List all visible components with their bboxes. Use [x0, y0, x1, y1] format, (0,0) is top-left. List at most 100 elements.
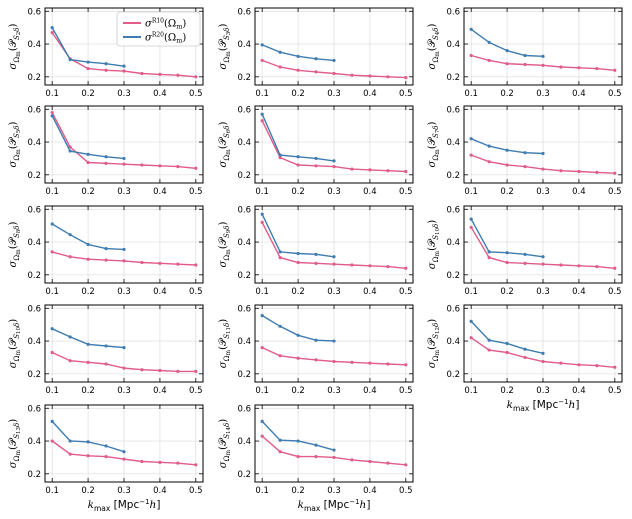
y-tick-label: 0.2 [446, 271, 460, 281]
x-tick-label: 0.4 [363, 386, 377, 396]
data-point [50, 419, 54, 423]
data-point [104, 455, 108, 459]
data-point [505, 251, 509, 255]
data-point [505, 62, 509, 66]
y-tick-label: 0.4 [446, 40, 460, 50]
data-point [469, 137, 473, 141]
data-point [122, 457, 126, 461]
data-point [86, 257, 90, 261]
data-point [278, 65, 282, 69]
x-tick-label: 0.4 [572, 386, 586, 396]
data-point [314, 252, 318, 256]
y-tick-label: 0.4 [27, 138, 41, 148]
data-point [278, 156, 282, 160]
x-tick-label: 0.4 [153, 187, 167, 197]
data-point [68, 439, 72, 443]
data-point [296, 155, 300, 159]
data-point [332, 339, 336, 343]
y-tick-label: 0.4 [446, 138, 460, 148]
data-point [314, 455, 318, 459]
data-point [523, 347, 527, 351]
data-point [541, 351, 545, 355]
data-point [541, 359, 545, 364]
data-point [68, 359, 72, 363]
subplot-1: 0.1 0.2 0.3 0.4 0.5 0.2 0.4 0.6 σΩm(𝒫S2δ) σR10(Ωm… [8, 7, 204, 99]
x-tick-label: 0.5 [189, 89, 203, 99]
data-point [260, 220, 264, 224]
data-point [176, 262, 180, 266]
x-tick-label: 0.3 [536, 89, 550, 99]
y-tick-label: 0.2 [446, 171, 460, 181]
data-point [314, 57, 318, 61]
y-tick-label: 0.2 [237, 73, 251, 83]
data-point [194, 369, 198, 373]
data-point [404, 169, 408, 174]
y-tick-label: 0.4 [27, 437, 41, 447]
data-point [487, 348, 491, 352]
data-point [158, 460, 162, 464]
data-point [595, 170, 599, 174]
data-point [469, 27, 473, 31]
data-point [50, 114, 54, 118]
x-tick-label: 0.5 [608, 386, 622, 396]
y-axis-label: σΩm(𝒫S10δ) [8, 319, 22, 368]
legend-label: σR20(Ωm) [145, 32, 186, 45]
x-tick-label: 0.5 [189, 187, 203, 197]
data-point [176, 165, 180, 169]
data-point [541, 54, 545, 58]
data-point [505, 48, 509, 53]
subplot-3: 0.1 0.2 0.3 0.4 0.5 0.2 0.4 0.6 σΩm(𝒫S4δ) [427, 7, 623, 99]
x-tick-label: 0.3 [327, 287, 341, 297]
y-axis-label: σΩm(𝒫S9δ) [218, 221, 232, 267]
data-point [50, 439, 54, 443]
data-point [278, 50, 282, 54]
data-point [260, 314, 264, 318]
x-tick-label: 0.2 [291, 89, 305, 99]
y-axis-label: σΩm(𝒫S3δ) [218, 23, 232, 69]
data-point [613, 266, 617, 270]
data-point [194, 463, 198, 467]
x-tick-label: 0.2 [81, 287, 95, 297]
data-point [559, 361, 563, 365]
x-tick-label: 0.1 [45, 89, 59, 99]
data-point [469, 336, 473, 340]
x-tick-label: 0.2 [500, 386, 514, 396]
x-tick-label: 0.4 [363, 287, 377, 297]
x-tick-label: 0.4 [153, 287, 167, 297]
legend: σR10(Ωm)σR20(Ωm) [116, 11, 201, 47]
data-point [158, 368, 162, 373]
data-point [104, 161, 108, 165]
y-tick-label: 0.6 [27, 105, 41, 115]
x-tick-label: 0.2 [81, 187, 95, 197]
x-tick-label: 0.4 [363, 89, 377, 99]
x-tick-label: 0.3 [327, 187, 341, 197]
data-point [332, 455, 336, 460]
subplot-9: 0.1 0.2 0.3 0.4 0.5 0.2 0.4 0.6 σΩm(𝒫S10δ) [427, 205, 623, 297]
data-point [296, 356, 300, 360]
data-point [523, 165, 527, 169]
data-point [176, 73, 180, 77]
subplot-12: 0.1 0.2 0.3 0.4 0.5 0.2 0.4 0.6 σΩm(𝒫S12δ) kmax [… [427, 304, 623, 413]
data-point [122, 69, 126, 73]
data-point [332, 71, 336, 76]
x-tick-label: 0.3 [117, 287, 131, 297]
x-tick-label: 0.3 [536, 187, 550, 197]
y-tick-label: 0.6 [27, 304, 41, 314]
subplot-6: 0.1 0.2 0.3 0.4 0.5 0.2 0.4 0.6 σΩm(𝒫S7δ) [427, 105, 623, 197]
data-point [541, 151, 545, 156]
data-point [86, 242, 90, 247]
y-tick-label: 0.2 [446, 73, 460, 83]
data-point [140, 459, 144, 464]
data-point [314, 156, 318, 161]
data-point [86, 360, 90, 364]
data-point [314, 443, 318, 447]
x-tick-label: 0.5 [189, 386, 203, 396]
y-tick-label: 0.2 [27, 171, 41, 181]
x-tick-label: 0.4 [363, 187, 377, 197]
x-tick-label: 0.4 [153, 486, 167, 496]
y-tick-label: 0.4 [237, 437, 251, 447]
y-tick-label: 0.2 [237, 271, 251, 281]
data-point [386, 75, 390, 79]
data-point [404, 463, 408, 467]
